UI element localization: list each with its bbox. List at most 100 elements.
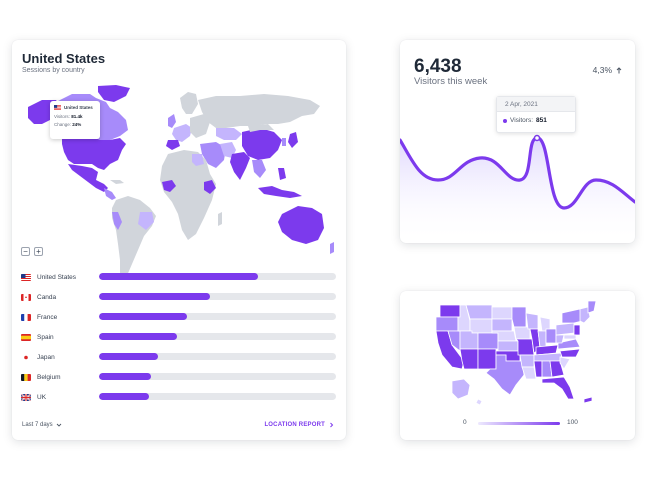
state-montana[interactable]: [465, 304, 493, 320]
visitors-card: 6,438 Visitors this week 4,3% 2 Apr, 202…: [400, 40, 635, 243]
country-row-uk[interactable]: UK: [21, 392, 337, 402]
card-subtitle: Sessions by country: [22, 67, 85, 74]
series-dot-icon: [503, 118, 507, 123]
map-region-india[interactable]: [230, 152, 250, 180]
state-new-york[interactable]: [561, 308, 583, 324]
map-region-uk[interactable]: [168, 114, 176, 128]
map-region-middle-east[interactable]: [200, 142, 226, 168]
state-west-virginia[interactable]: [555, 334, 565, 344]
visitors-area: [400, 137, 635, 243]
map-region-egypt[interactable]: [192, 154, 204, 166]
state-north-carolina[interactable]: [559, 348, 581, 358]
country-row-france[interactable]: France: [21, 312, 337, 322]
country-bar-track: [99, 393, 336, 400]
state-new-mexico[interactable]: [477, 348, 497, 370]
state-arkansas[interactable]: [519, 354, 535, 368]
state-utah[interactable]: [459, 330, 479, 350]
map-region-china[interactable]: [242, 128, 282, 160]
state-florida[interactable]: [541, 376, 575, 400]
state-louisiana[interactable]: [521, 366, 537, 380]
country-row-belgium[interactable]: Belgium: [21, 372, 337, 382]
us-choropleth-map[interactable]: [430, 299, 605, 409]
map-region-new-zealand[interactable]: [330, 242, 334, 254]
map-region-mongolia[interactable]: [248, 124, 274, 132]
state-north-dakota[interactable]: [491, 306, 513, 320]
map-region-peru[interactable]: [112, 212, 122, 230]
country-bar-fill: [99, 393, 149, 400]
state-texas[interactable]: [485, 354, 525, 396]
visitors-line-chart[interactable]: [400, 40, 635, 243]
map-region-brazil-east[interactable]: [138, 212, 154, 230]
state-arizona[interactable]: [459, 348, 479, 370]
country-row-japan[interactable]: Japan: [21, 352, 337, 362]
country-bar-track: [99, 373, 336, 380]
map-region-central-america[interactable]: [104, 188, 116, 200]
visitors-line: [400, 136, 635, 210]
map-region-europe-east[interactable]: [190, 114, 210, 138]
state-puerto-rico[interactable]: [583, 396, 593, 404]
map-region-mexico[interactable]: [68, 164, 108, 192]
state-kansas[interactable]: [497, 340, 519, 352]
map-region-philippines[interactable]: [278, 168, 286, 180]
state-pennsylvania[interactable]: [555, 322, 575, 336]
country-bar-track: [99, 293, 336, 300]
state-ohio[interactable]: [545, 328, 557, 344]
period-dropdown[interactable]: Last 7 days: [22, 422, 62, 428]
map-region-korea[interactable]: [282, 138, 286, 146]
country-bar-fill: [99, 313, 187, 320]
chart-tooltip-label: Visitors:: [510, 117, 533, 124]
state-wisconsin[interactable]: [525, 312, 539, 330]
zoom-out-button[interactable]: −: [21, 247, 30, 256]
location-report-link[interactable]: LOCATION REPORT: [264, 422, 334, 428]
state-georgia[interactable]: [549, 360, 565, 378]
country-bar-track: [99, 333, 336, 340]
map-region-cuba[interactable]: [110, 180, 124, 184]
state-minnesota[interactable]: [511, 306, 527, 328]
map-region-west-africa[interactable]: [162, 180, 176, 192]
state-south-dakota[interactable]: [491, 318, 513, 332]
country-name: Japan: [37, 353, 55, 361]
state-colorado[interactable]: [477, 332, 499, 350]
map-region-kazakhstan[interactable]: [216, 128, 242, 140]
map-tooltip: United States Visitors: 81.4k Change: 24…: [50, 101, 100, 139]
chart-tooltip-date: 2 Apr, 2021: [497, 97, 575, 112]
world-map[interactable]: [20, 84, 338, 284]
state-washington[interactable]: [439, 304, 461, 318]
state-kentucky[interactable]: [535, 344, 559, 356]
country-row-spain[interactable]: Spain: [21, 332, 337, 342]
map-region-ethiopia[interactable]: [204, 180, 216, 194]
state-missouri[interactable]: [515, 338, 535, 356]
map-region-madagascar[interactable]: [218, 212, 222, 226]
map-region-southeast-asia[interactable]: [252, 160, 266, 178]
map-region-usa[interactable]: [62, 136, 126, 170]
state-south-carolina[interactable]: [559, 356, 571, 370]
state-oregon[interactable]: [435, 316, 459, 332]
state-new-england[interactable]: [579, 306, 591, 324]
map-region-indonesia[interactable]: [258, 186, 302, 198]
state-alaska[interactable]: [451, 378, 471, 400]
chevron-right-icon: [330, 422, 334, 428]
map-region-africa[interactable]: [160, 150, 216, 240]
tooltip-country: United States: [64, 105, 93, 110]
visitors-point-marker[interactable]: [533, 134, 541, 142]
state-wyoming[interactable]: [469, 318, 493, 334]
map-region-scandinavia[interactable]: [180, 92, 198, 114]
map-region-spain[interactable]: [166, 140, 180, 150]
zoom-in-button[interactable]: +: [34, 247, 43, 256]
state-virginia[interactable]: [557, 338, 581, 350]
state-maine[interactable]: [587, 300, 597, 314]
country-bar-fill: [99, 293, 211, 300]
map-region-south-america[interactable]: [112, 196, 156, 278]
country-row-canada[interactable]: Canda: [21, 292, 337, 302]
map-region-australia[interactable]: [278, 206, 324, 244]
map-region-russia[interactable]: [198, 94, 320, 128]
map-region-japan[interactable]: [288, 132, 298, 148]
country-bar-track: [99, 273, 336, 280]
country-row-united-states[interactable]: United States: [21, 272, 337, 282]
map-region-europe-west[interactable]: [172, 124, 192, 142]
es-flag-icon: [21, 333, 31, 341]
state-hawaii[interactable]: [475, 398, 483, 406]
state-new-jersey[interactable]: [573, 324, 581, 336]
map-region-greenland[interactable]: [98, 85, 130, 102]
state-maryland[interactable]: [563, 334, 577, 340]
